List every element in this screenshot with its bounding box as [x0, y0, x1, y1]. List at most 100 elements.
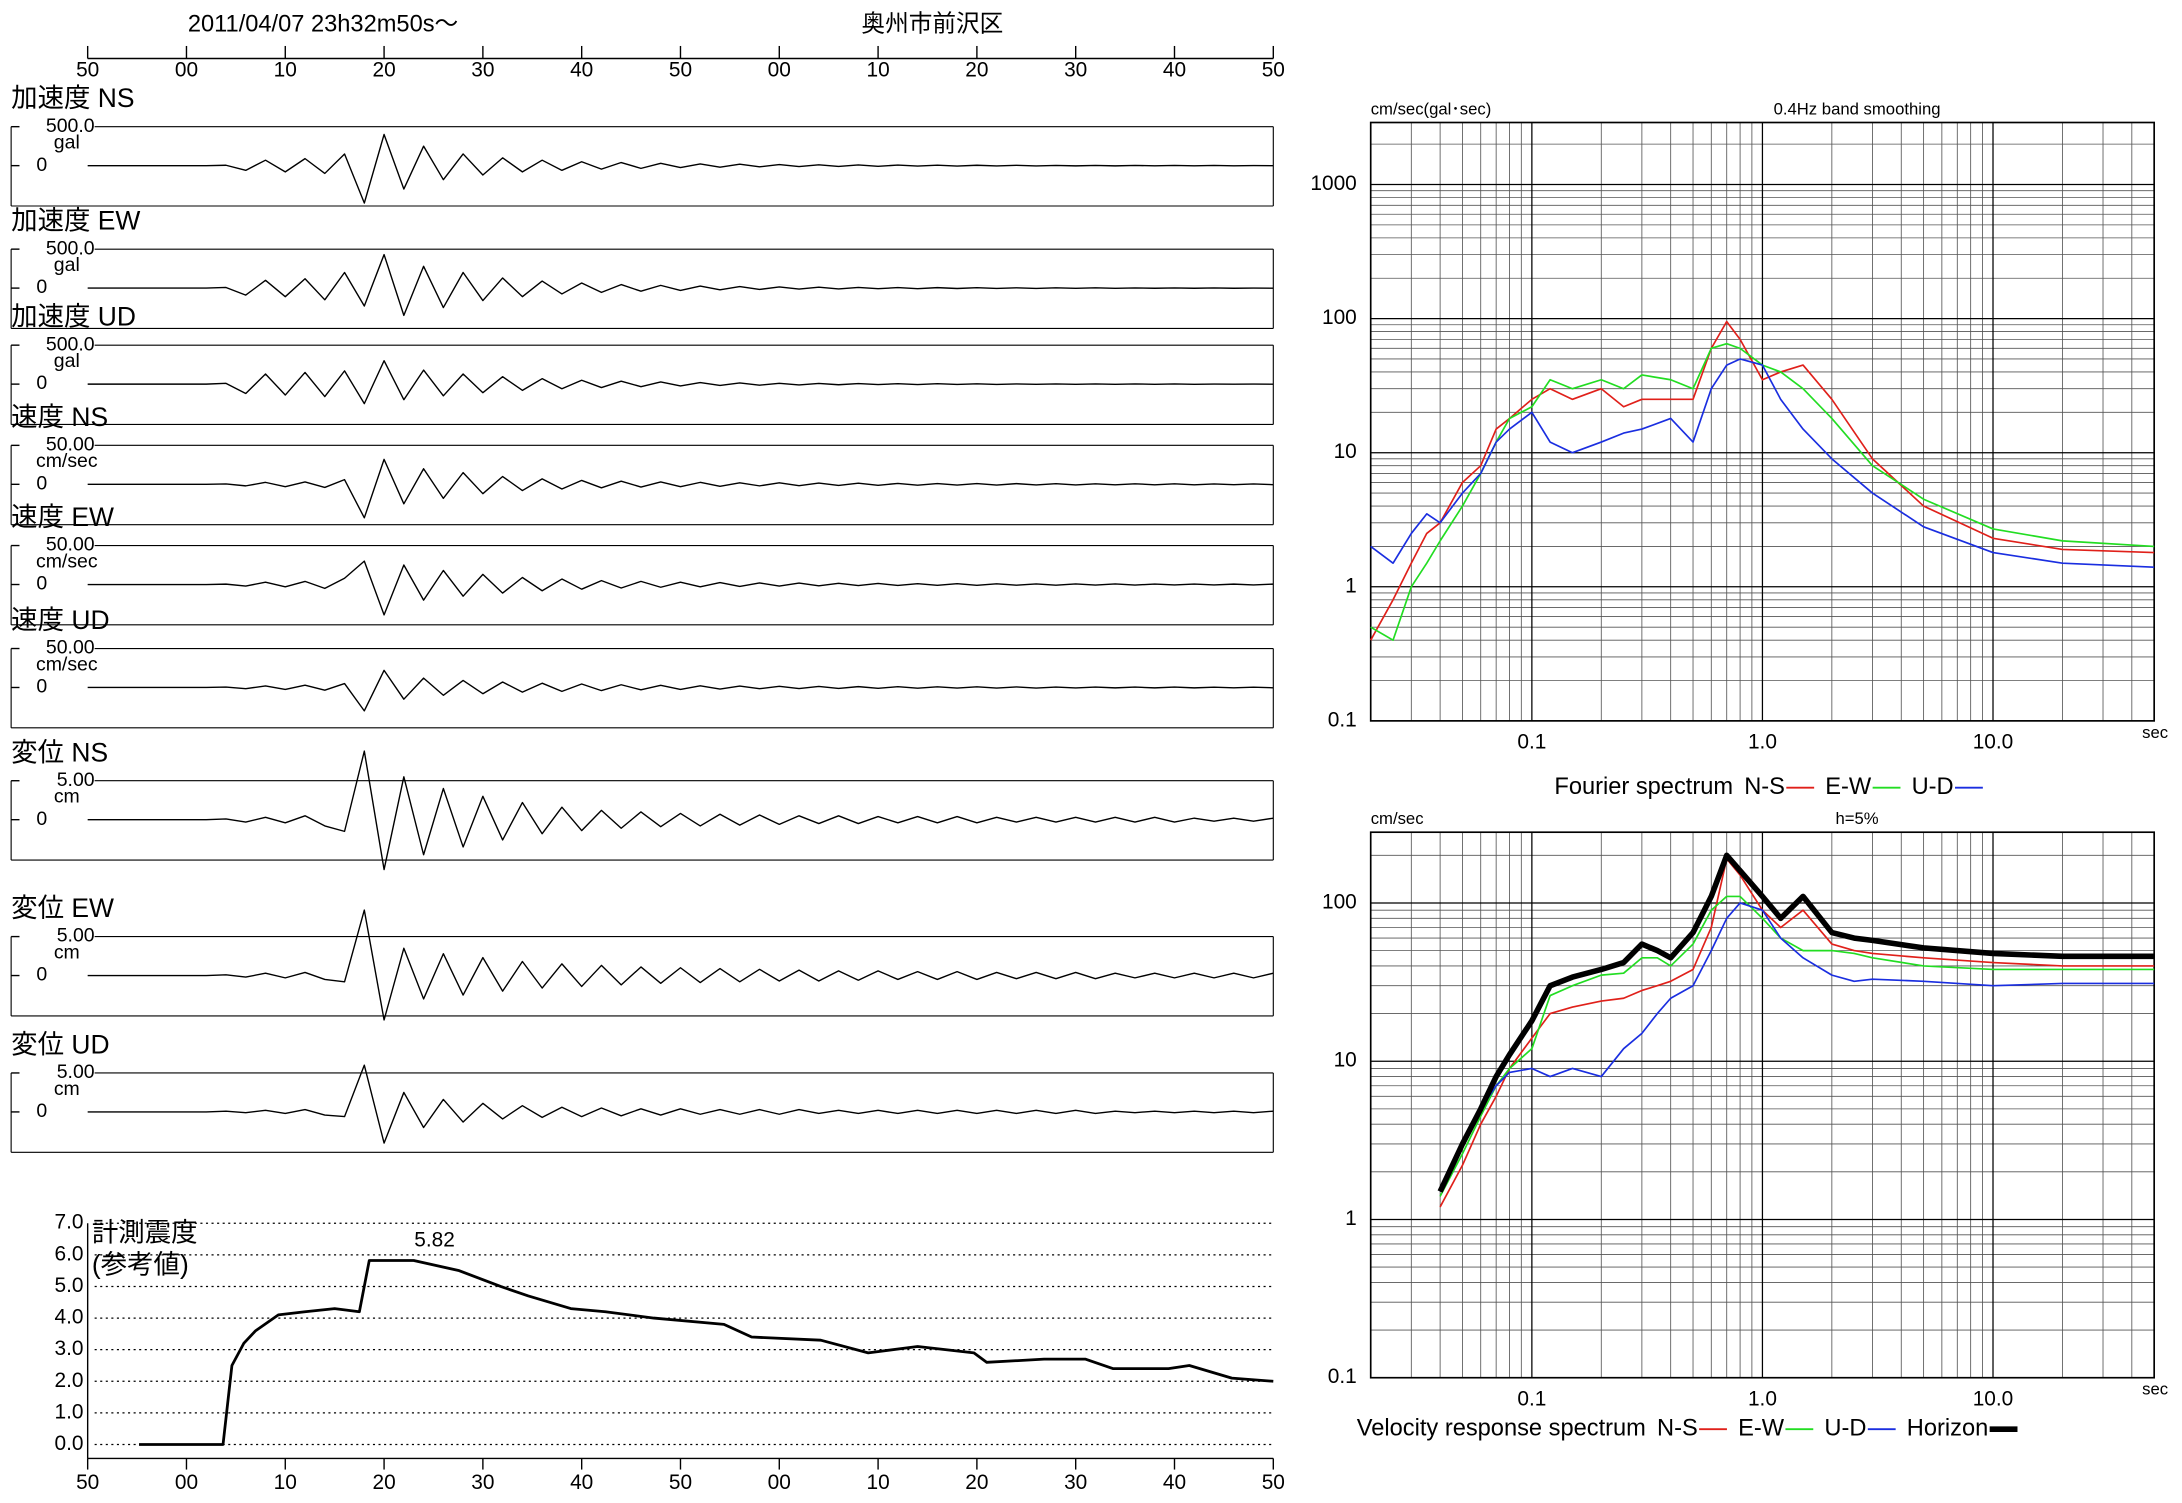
y-tick-label: 0 [36, 154, 47, 176]
trace-label: 加速度 NS [11, 83, 134, 113]
y-tick-label: 0 [36, 676, 47, 698]
trace-unit: gal [54, 254, 80, 276]
max-label: 5.82 [414, 1229, 455, 1252]
trace-unit: cm/sec [36, 550, 98, 572]
trace-unit: gal [54, 132, 80, 154]
x-tick-label: 10 [274, 1471, 297, 1494]
chart-note: 0.4Hz band smoothing [1774, 99, 1941, 118]
header-title: 2011/04/07 23h32m50s〜 [188, 11, 458, 37]
x-tick-label: 10 [866, 1471, 889, 1494]
y-tick-label: 50.00 [46, 637, 95, 659]
x-tick-label: 1.0 [1748, 731, 1777, 754]
y-tick-label: 2.0 [54, 1369, 83, 1392]
x-tick-label: 00 [175, 1471, 198, 1494]
y-tick-label: 1.0 [54, 1400, 83, 1423]
series-line [1439, 902, 2155, 1192]
chart-note: h=5% [1835, 809, 1878, 828]
series-line [1439, 895, 2155, 1197]
y-tick-label: 0 [36, 1100, 47, 1122]
x-tick-label: 10.0 [1973, 1387, 2014, 1410]
x-tick-label: 10.0 [1973, 731, 2014, 754]
legend-label: U-D [1912, 774, 1954, 800]
x-tick-label: 30 [471, 59, 494, 82]
y-tick-label: 5.00 [57, 1061, 95, 1083]
series-line [1370, 358, 2155, 569]
series-line [1369, 320, 2155, 641]
trace-unit: cm/sec [36, 653, 98, 675]
trace-unit: cm [54, 941, 80, 963]
x-tick-label: 0.1 [1517, 1387, 1546, 1410]
waveform-trace [87, 669, 1274, 712]
y-tick-label: 500.0 [46, 333, 95, 355]
x-tick-label: 20 [965, 59, 988, 82]
series-line [139, 1259, 1274, 1446]
y-tick-label: 0 [36, 276, 47, 298]
y-tick-label: 50.00 [46, 534, 95, 556]
x-tick-label: 00 [768, 59, 791, 82]
x-tick-label: 20 [965, 1471, 988, 1494]
y-axis-label: cm/sec(gal･sec) [1371, 99, 1492, 118]
trace-label: 変位 EW [11, 893, 114, 923]
y-axis-label: 計測震度 [92, 1217, 198, 1247]
trace-unit: cm [54, 1078, 80, 1100]
x-tick-label: 50 [76, 1471, 99, 1494]
y-tick-label: 1000 [1310, 172, 1356, 195]
y-tick-label: 0.1 [1328, 708, 1357, 731]
y-tick-label: 5.0 [54, 1274, 83, 1297]
y-tick-label: 0 [36, 808, 47, 830]
waveform-trace [87, 133, 1274, 204]
x-tick-label: 50 [669, 59, 692, 82]
trace-label: 加速度 UD [11, 302, 136, 332]
x-tick-label: 40 [570, 59, 593, 82]
x-tick-label: 50 [1262, 1471, 1285, 1494]
y-tick-label: 3.0 [54, 1337, 83, 1360]
y-axis-label: cm/sec [1371, 809, 1424, 828]
y-axis-label: (参考値) [92, 1249, 189, 1279]
x-tick-label: 50 [669, 1471, 692, 1494]
x-tick-label: 40 [1163, 1471, 1186, 1494]
y-tick-label: 6.0 [54, 1242, 83, 1265]
waveform-trace [87, 909, 1274, 1021]
legend-label: Horizon [1907, 1415, 1988, 1441]
y-tick-label: 10 [1334, 440, 1357, 463]
trace-label: 変位 UD [11, 1029, 109, 1059]
y-tick-label: 0 [36, 964, 47, 986]
trace-label: 速度 NS [11, 402, 108, 432]
series-line [1437, 852, 2155, 1193]
y-tick-label: 0.0 [54, 1432, 83, 1455]
y-tick-label: 4.0 [54, 1306, 83, 1329]
trace-label: 速度 UD [11, 605, 109, 635]
y-tick-label: 100 [1322, 306, 1357, 329]
y-tick-label: 10 [1334, 1049, 1357, 1072]
waveform-trace [87, 458, 1274, 519]
y-tick-label: 500.0 [46, 237, 95, 259]
legend-label: N-S [1744, 774, 1785, 800]
y-tick-label: 1 [1345, 1207, 1357, 1230]
trace-unit: gal [54, 350, 80, 372]
waveform-trace [87, 1064, 1274, 1144]
waveform-trace [87, 750, 1274, 871]
legend-label: N-S [1657, 1415, 1698, 1441]
x-tick-label: 30 [1064, 1471, 1087, 1494]
trace-unit: cm/sec [36, 450, 98, 472]
plot-frame [1369, 121, 2156, 722]
y-tick-label: 7.0 [54, 1211, 83, 1234]
x-tick-label: 20 [372, 59, 395, 82]
x-tick-label: 30 [1064, 59, 1087, 82]
y-tick-label: 1 [1345, 574, 1357, 597]
x-tick-label: 10 [866, 59, 889, 82]
x-tick-label: 00 [768, 1471, 791, 1494]
y-tick-label: 5.00 [57, 925, 95, 947]
x-tick-label: 1.0 [1748, 1387, 1777, 1410]
x-tick-label: 00 [175, 59, 198, 82]
waveform-trace [87, 253, 1274, 317]
legend-label: E-W [1738, 1415, 1785, 1441]
trace-label: 変位 NS [11, 737, 108, 767]
x-tick-label: 50 [1262, 59, 1285, 82]
y-tick-label: 50.00 [46, 433, 95, 455]
x-tick-label: 50 [76, 59, 99, 82]
legend-title: Fourier spectrum [1554, 774, 1733, 800]
